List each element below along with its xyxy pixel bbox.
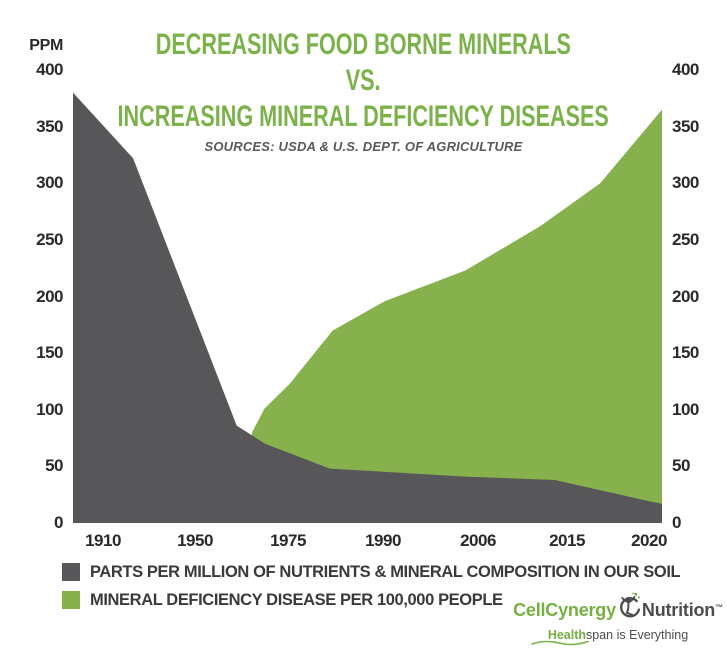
- x-tick-label-1950: 1950: [177, 531, 213, 550]
- y-tick-label-left-250: 250: [36, 230, 63, 249]
- y-tick-label-right-50: 50: [672, 456, 690, 475]
- y-tick-label-right-300: 300: [672, 173, 699, 192]
- disease-swatch: [62, 591, 80, 609]
- x-tick-label-1975: 1975: [270, 531, 306, 550]
- y-tick-label-right-200: 200: [672, 287, 699, 306]
- legend: PARTS PER MILLION OF NUTRIENTS & MINERAL…: [62, 562, 698, 619]
- brand-tagline: Healthspan is Everything: [518, 628, 718, 646]
- x-tick-label-1910: 1910: [85, 531, 121, 550]
- trademark-symbol: ™: [715, 602, 723, 612]
- x-tick-label-2015: 2015: [549, 531, 585, 550]
- y-tick-label-left-300: 300: [36, 173, 63, 192]
- dancing-person-icon: [617, 592, 641, 624]
- disease-area-series: [252, 109, 662, 523]
- y-tick-label-right-150: 150: [672, 343, 699, 362]
- chart-title-line1: DECREASING FOOD BORNE MINERALS: [155, 28, 572, 61]
- chart-title-line2: VS.: [346, 64, 381, 97]
- x-tick-label-1990: 1990: [365, 531, 401, 550]
- chart-title-block: DECREASING FOOD BORNE MINERALS VS. INCRE…: [0, 28, 727, 155]
- x-tick-label-2006: 2006: [460, 531, 496, 550]
- y-tick-label-left-350: 350: [36, 117, 63, 136]
- y-tick-label-left-100: 100: [36, 400, 63, 419]
- legend-item-soil: PARTS PER MILLION OF NUTRIENTS & MINERAL…: [62, 562, 698, 581]
- brand-name-part2: Nutrition: [641, 599, 716, 620]
- soil-swatch: [62, 563, 80, 581]
- y-tick-label-right-400: 400: [672, 60, 699, 79]
- y-tick-label-right-250: 250: [672, 230, 699, 249]
- brand-logo: CellCynergy Nutrition ™ Healthspan is Ev…: [513, 592, 723, 646]
- y-axis-unit-label: PPM: [29, 37, 63, 54]
- chart-source-note: SOURCES: USDA & U.S. DEPT. OF AGRICULTUR…: [204, 139, 523, 154]
- y-tick-label-left-0: 0: [54, 513, 63, 532]
- tagline-swoosh-underline: [531, 640, 589, 646]
- brand-name: CellCynergy Nutrition ™: [513, 592, 723, 626]
- chart-title-line3: INCREASING MINERAL DEFICIENCY DISEASES: [117, 100, 610, 133]
- tagline-rest: span is Everything: [586, 628, 689, 642]
- y-tick-label-right-100: 100: [672, 400, 699, 419]
- legend-label-disease: MINERAL DEFICIENCY DISEASE PER 100,000 P…: [90, 590, 503, 609]
- x-tick-label-2020: 2020: [631, 531, 667, 550]
- legend-item-disease: MINERAL DEFICIENCY DISEASE PER 100,000 P…: [62, 590, 698, 609]
- legend-label-soil: PARTS PER MILLION OF NUTRIENTS & MINERAL…: [90, 562, 681, 581]
- y-tick-label-right-0: 0: [672, 513, 681, 532]
- y-tick-label-left-200: 200: [36, 287, 63, 306]
- tagline-highlight: Health: [547, 628, 587, 642]
- soil-area-series: [73, 92, 662, 523]
- y-tick-label-left-50: 50: [45, 456, 63, 475]
- y-tick-label-left-400: 400: [36, 60, 63, 79]
- brand-name-part1: CellCynergy: [513, 599, 616, 620]
- y-tick-label-left-150: 150: [36, 343, 63, 362]
- y-tick-label-right-350: 350: [672, 117, 699, 136]
